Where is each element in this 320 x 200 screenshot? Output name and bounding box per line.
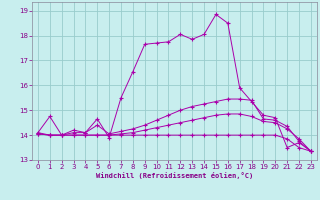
X-axis label: Windchill (Refroidissement éolien,°C): Windchill (Refroidissement éolien,°C) <box>96 172 253 179</box>
